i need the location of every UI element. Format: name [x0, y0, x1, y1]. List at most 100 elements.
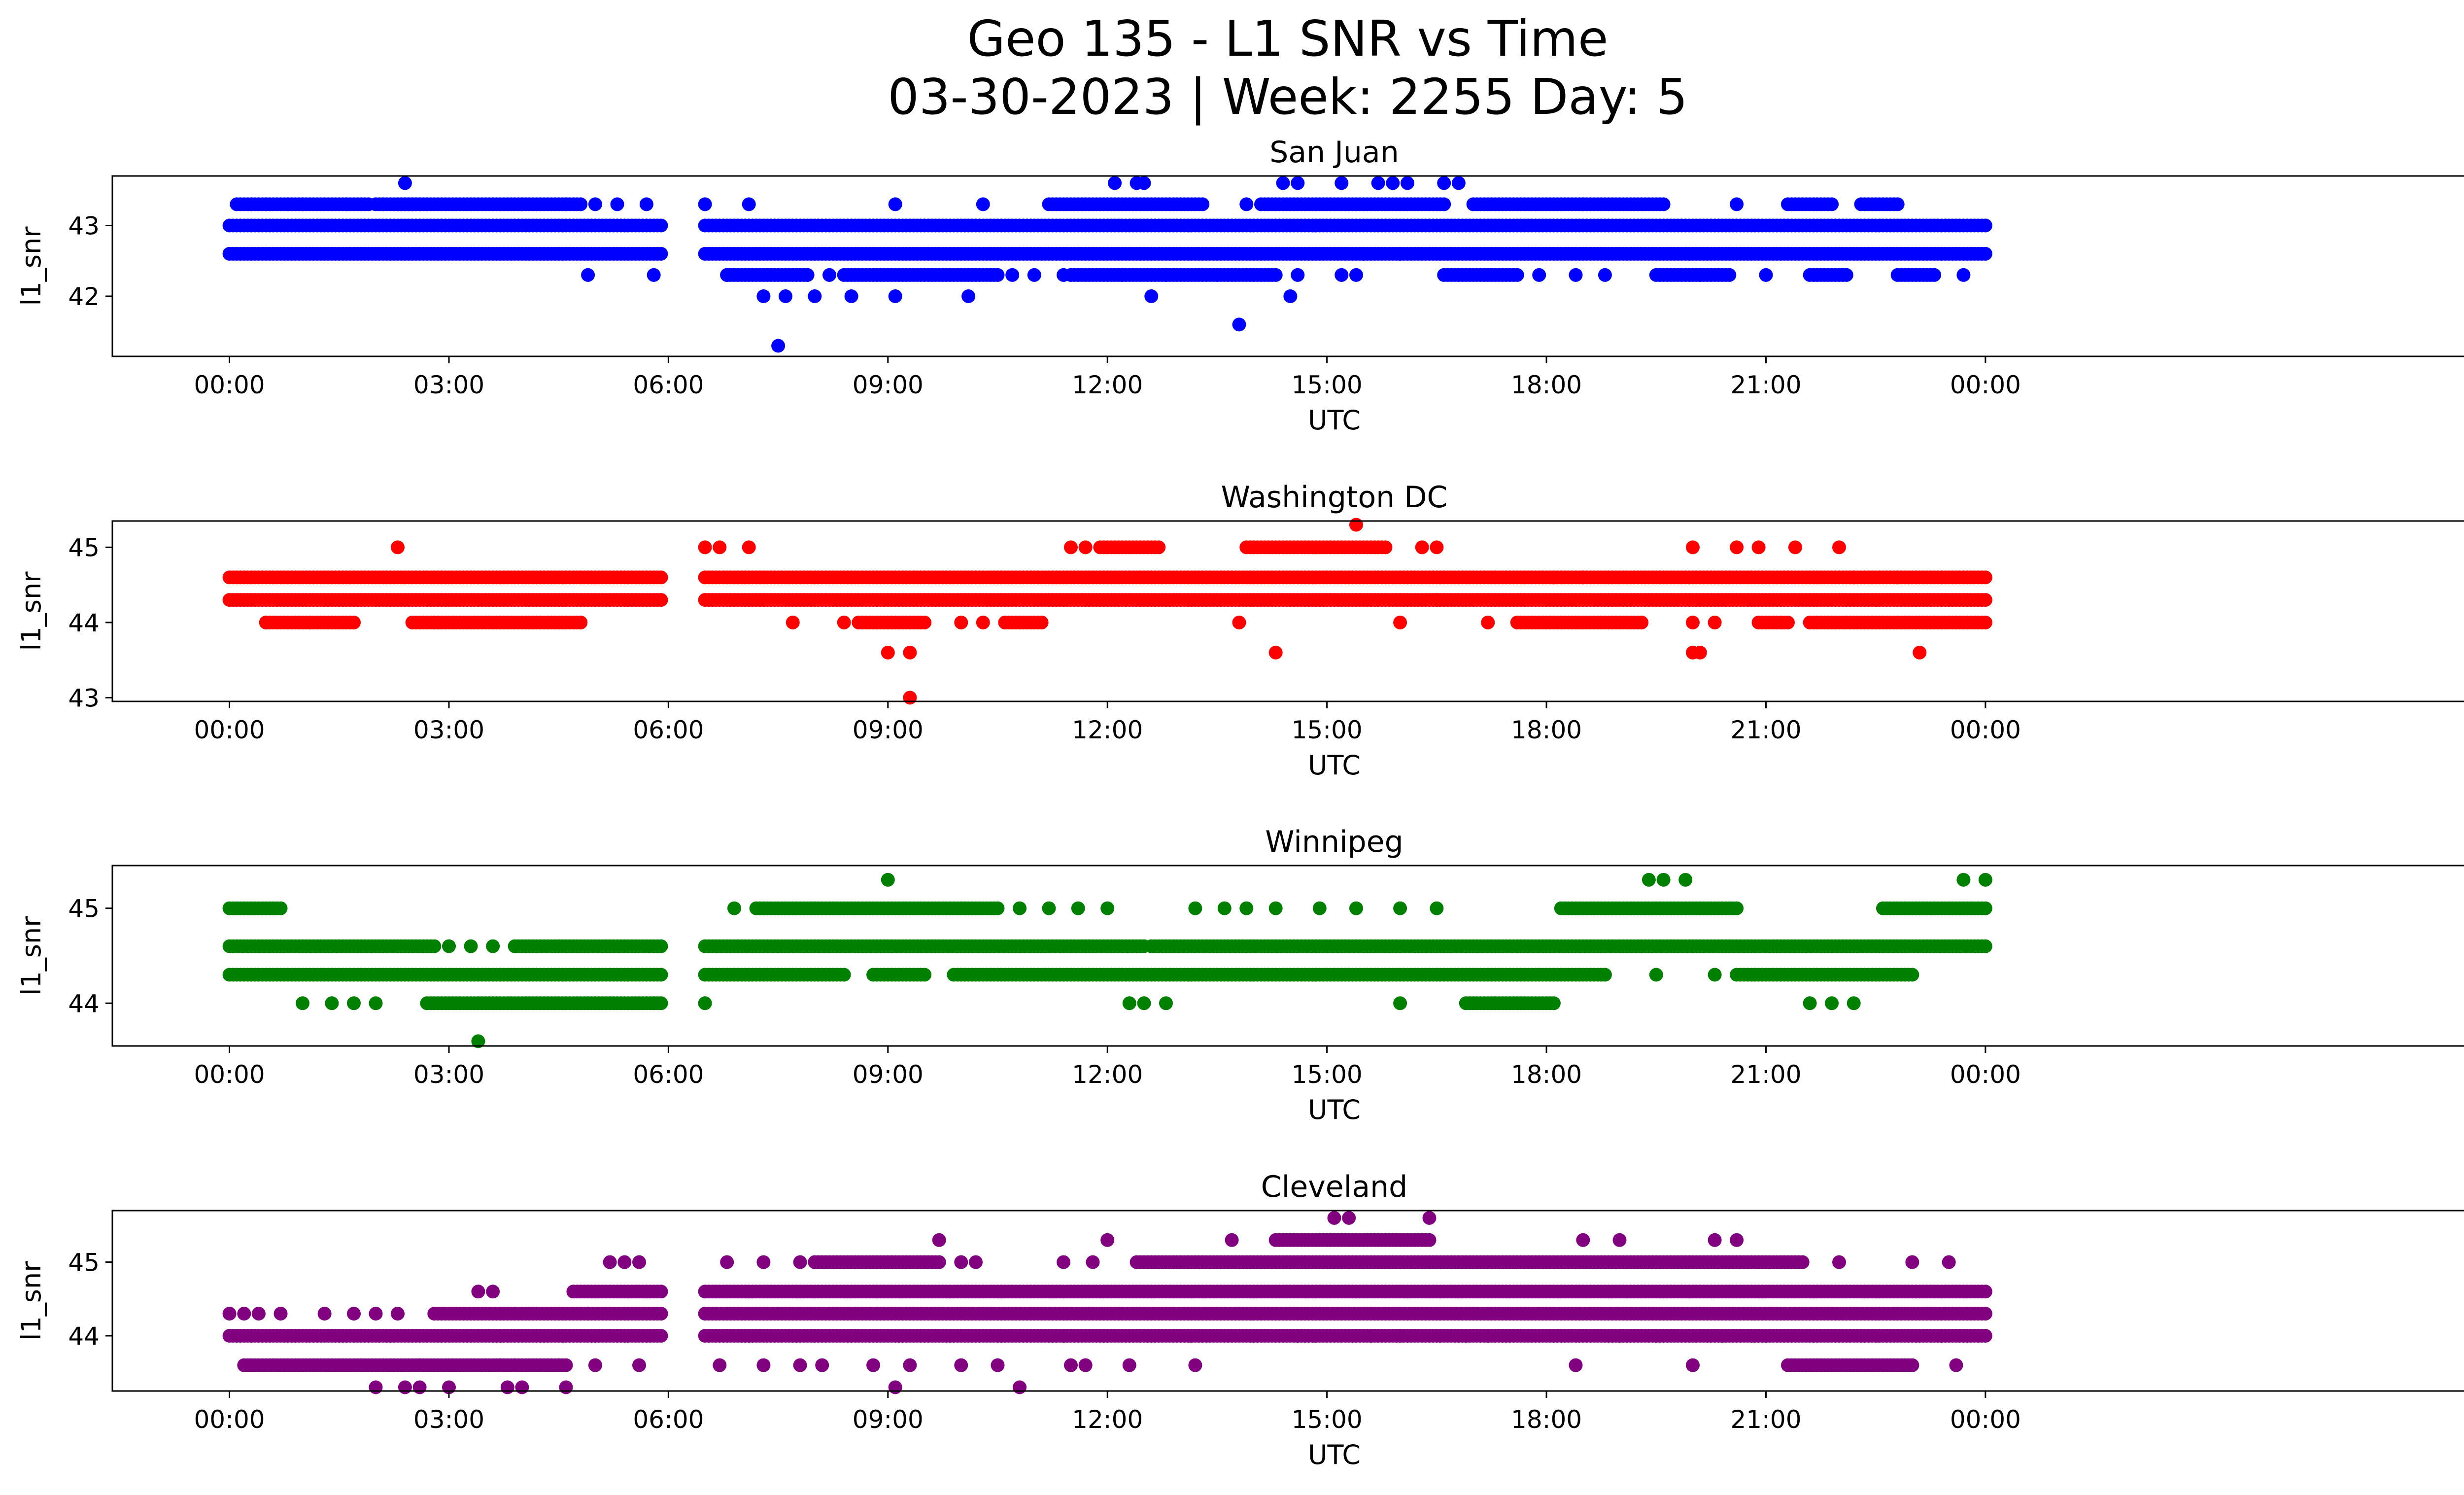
data-point: [881, 872, 895, 887]
data-point: [1913, 645, 1927, 660]
data-point: [654, 1329, 668, 1343]
data-point: [1751, 540, 1766, 555]
data-point: [303, 615, 317, 629]
data-point: [1847, 570, 1861, 585]
y-tick-label: 45: [68, 533, 100, 562]
data-point: [559, 197, 573, 211]
data-point: [259, 615, 273, 629]
x-tick-label: 21:00: [1730, 371, 1801, 399]
x-axis-label: UTC: [1308, 1094, 1361, 1125]
data-point: [391, 540, 405, 555]
data-point: [1100, 901, 1115, 915]
data-point: [1232, 615, 1246, 629]
data-point: [1686, 615, 1700, 629]
data-point: [1656, 197, 1671, 211]
data-point: [1825, 996, 1839, 1010]
data-point: [1276, 176, 1290, 190]
data-point: [976, 615, 990, 629]
data-point: [1649, 968, 1663, 982]
data-point: [961, 289, 976, 303]
data-point: [654, 1307, 668, 1321]
data-point: [837, 968, 851, 982]
data-point: [1847, 996, 1861, 1010]
data-point: [1678, 872, 1693, 887]
data-point: [1268, 268, 1283, 282]
x-tick-label: 18:00: [1511, 371, 1582, 399]
data-point: [1378, 540, 1393, 555]
panel-title: Washington DC: [1221, 480, 1448, 515]
y-axis-label: l1_snr: [16, 226, 47, 306]
data-point: [1196, 197, 1210, 211]
data-point: [515, 197, 529, 211]
data-point: [654, 968, 668, 982]
x-tick-label: 00:00: [194, 1060, 265, 1089]
data-point: [398, 176, 412, 190]
y-axis-label: l1_snr: [16, 571, 47, 651]
data-point: [1956, 872, 1971, 887]
x-tick-label: 18:00: [1511, 1060, 1582, 1089]
data-point: [1335, 176, 1349, 190]
data-point: [786, 615, 800, 629]
data-point: [1122, 996, 1136, 1010]
x-tick-label: 18:00: [1511, 716, 1582, 744]
data-point: [837, 615, 851, 629]
figure-title-line-2: 03-30-2023 | Week: 2255 Day: 5: [888, 68, 1688, 126]
data-point: [1451, 176, 1466, 190]
data-point: [1978, 939, 1992, 953]
x-tick-label: 21:00: [1730, 716, 1801, 744]
data-point: [1708, 615, 1722, 629]
x-tick-label: 12:00: [1072, 716, 1143, 744]
data-point: [991, 901, 1005, 915]
data-point: [1386, 176, 1400, 190]
data-point: [281, 197, 295, 211]
data-point: [376, 197, 390, 211]
data-point: [1693, 268, 1707, 282]
data-point: [1803, 996, 1817, 1010]
data-point: [654, 939, 668, 953]
x-tick-label: 00:00: [194, 716, 265, 744]
panel-2-points: [222, 518, 1992, 705]
data-point: [1437, 176, 1451, 190]
data-point: [1978, 218, 1992, 233]
data-point: [742, 197, 756, 211]
x-tick-label: 03:00: [413, 371, 484, 399]
data-point: [654, 218, 668, 233]
data-point: [1349, 901, 1363, 915]
data-point: [1268, 901, 1283, 915]
x-tick-label: 12:00: [1072, 371, 1143, 399]
data-point: [1371, 176, 1385, 190]
data-point: [1978, 593, 1992, 607]
data-point: [1159, 996, 1173, 1010]
data-point: [822, 268, 836, 282]
data-point: [1978, 570, 1992, 585]
data-point: [1415, 540, 1429, 555]
data-point: [1978, 901, 1992, 915]
data-point: [1356, 246, 1370, 261]
data-point: [1232, 317, 1246, 332]
data-point: [1686, 540, 1700, 555]
data-point: [1393, 901, 1407, 915]
data-point: [1956, 268, 1971, 282]
data-point: [347, 615, 361, 629]
data-point: [1635, 615, 1649, 629]
data-point: [654, 593, 668, 607]
data-point: [639, 197, 653, 211]
data-point: [1108, 176, 1122, 190]
data-point: [903, 691, 917, 705]
y-tick-label: 44: [68, 609, 100, 637]
x-tick-label: 09:00: [853, 371, 924, 399]
figure-title: Geo 135 - L1 SNR vs Time 03-30-2023 | We…: [0, 10, 2464, 126]
data-point: [325, 996, 339, 1010]
data-point: [610, 197, 624, 211]
data-point: [1005, 268, 1020, 282]
data-point: [1115, 268, 1129, 282]
x-tick-label: 00:00: [194, 371, 265, 399]
x-tick-label: 03:00: [413, 1060, 484, 1089]
data-point: [1546, 570, 1561, 585]
data-point: [727, 901, 741, 915]
x-tick-label: 09:00: [853, 1060, 924, 1089]
y-tick-label: 43: [68, 211, 100, 240]
data-point: [296, 996, 309, 1010]
data-point: [881, 645, 895, 660]
